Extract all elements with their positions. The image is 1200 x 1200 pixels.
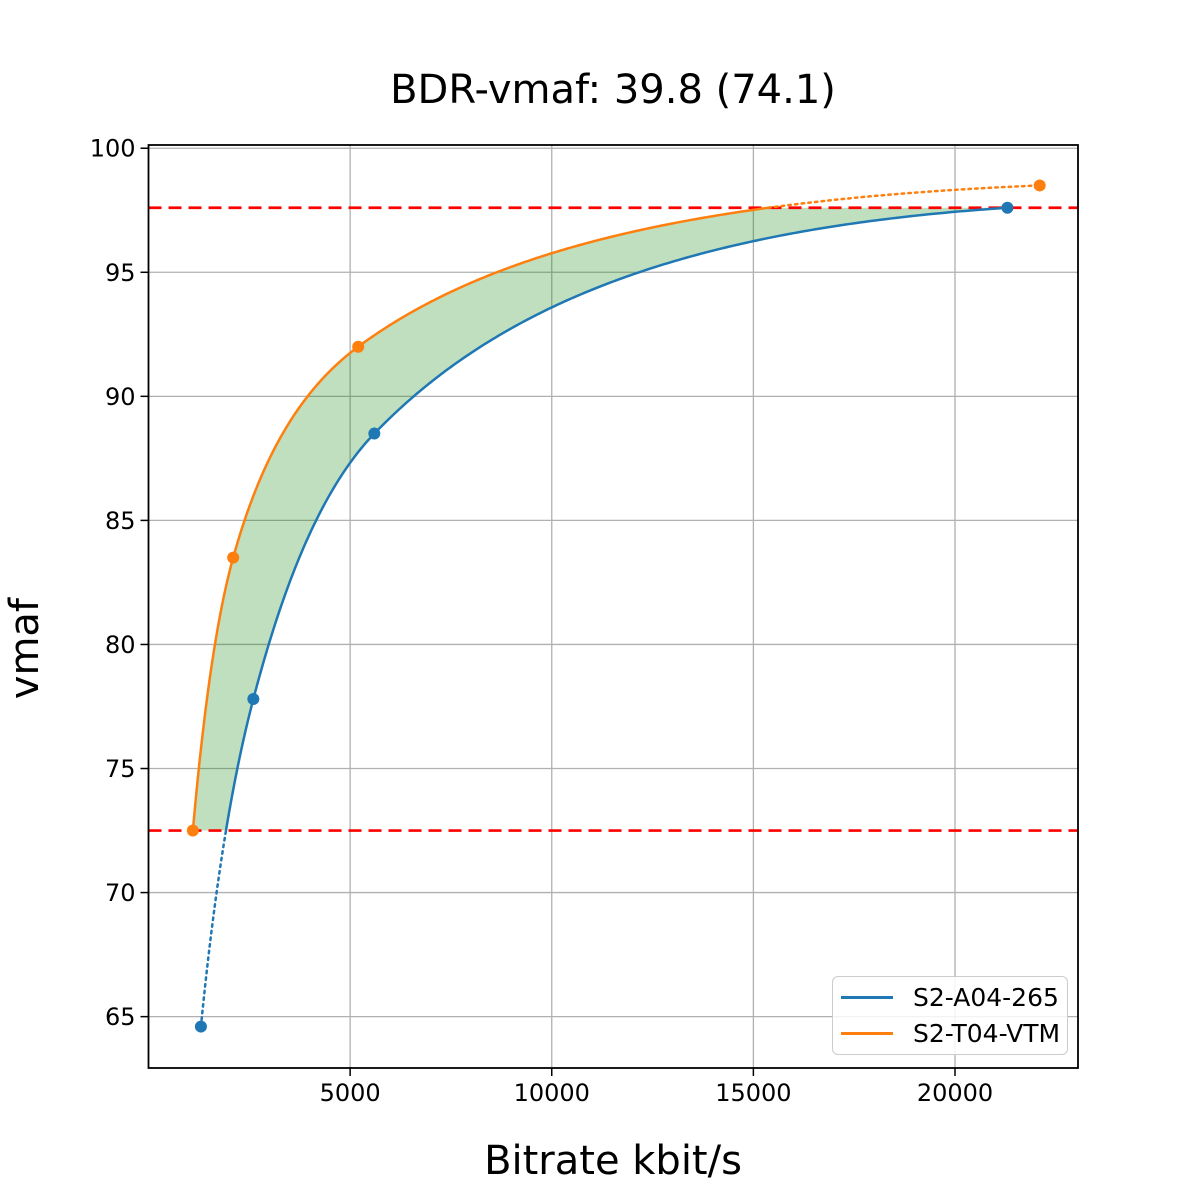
- svg-text:95: 95: [105, 259, 136, 287]
- svg-text:100: 100: [90, 135, 136, 163]
- axes-border: [147, 144, 1079, 1069]
- svg-text:70: 70: [105, 879, 136, 907]
- svg-text:10000: 10000: [514, 1079, 590, 1107]
- svg-text:85: 85: [105, 507, 136, 535]
- legend-line-sample-blue: [841, 995, 893, 999]
- svg-text:15000: 15000: [715, 1079, 791, 1107]
- svg-text:20000: 20000: [917, 1079, 993, 1107]
- legend-item-series-0: S2-A04-265: [833, 979, 1067, 1015]
- svg-text:5000: 5000: [320, 1079, 381, 1107]
- legend: S2-A04-265 S2-T04-VTM: [832, 976, 1068, 1055]
- gridlines: [148, 145, 1078, 1068]
- legend-label: S2-A04-265: [913, 982, 1059, 1012]
- x-axis-label: Bitrate kbit/s: [484, 1138, 742, 1184]
- axis-tick-labels: 5000 10000 15000 20000 65 70 75 80 85 90 95 100: [90, 135, 993, 1107]
- series-curve-S2-T04-VTM: [191, 184, 1041, 831]
- axis-ticks: [140, 147, 956, 1076]
- svg-text:90: 90: [105, 383, 136, 411]
- series-markers-S2-A04-265: [194, 201, 1014, 1033]
- bd-rate-shaded-area: [192, 207, 1008, 831]
- legend-line-sample-orange: [841, 1032, 893, 1036]
- legend-label: S2-T04-VTM: [913, 1019, 1061, 1049]
- svg-text:80: 80: [105, 631, 136, 659]
- chart-title: BDR-vmaf: 39.8 (74.1): [390, 67, 836, 113]
- legend-item-series-1: S2-T04-VTM: [833, 1016, 1067, 1052]
- series-markers-S2-T04-VTM: [186, 179, 1046, 837]
- series-curve-S2-A04-265: [199, 206, 1008, 1028]
- svg-text:75: 75: [105, 755, 136, 783]
- svg-text:65: 65: [105, 1003, 136, 1031]
